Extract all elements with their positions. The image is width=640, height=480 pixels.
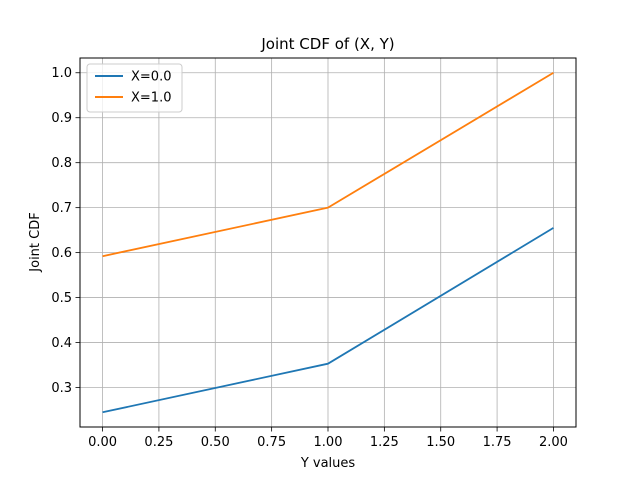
y-tick-label: 0.9 — [51, 111, 72, 126]
x-tick-label: 0.25 — [144, 435, 173, 450]
legend-label-x0: X=0.0 — [131, 70, 171, 85]
y-ticks: 0.3 0.4 0.5 0.6 0.7 0.8 0.9 1.0 — [51, 66, 80, 396]
x-tick-label: 1.50 — [426, 435, 455, 450]
y-tick-label: 0.3 — [51, 381, 72, 396]
x-tick-label: 1.25 — [370, 435, 399, 450]
legend: X=0.0 X=1.0 — [86, 63, 183, 113]
x-ticks: 0.00 0.25 0.50 0.75 1.00 1.25 1.50 1.75 2.00 — [88, 427, 568, 450]
y-tick-label: 0.4 — [51, 336, 72, 351]
y-tick-label: 0.6 — [51, 246, 72, 261]
x-tick-label: 1.00 — [314, 435, 343, 450]
series-line-1 — [102, 71, 554, 258]
series-layer — [102, 71, 554, 414]
y-tick-label: 0.7 — [51, 201, 72, 216]
y-tick-label: 1.0 — [51, 66, 72, 81]
series-line-0 — [102, 227, 554, 414]
y-tick-label: 0.8 — [51, 156, 72, 171]
x-tick-label: 1.75 — [483, 435, 512, 450]
x-tick-label: 0.00 — [88, 435, 117, 450]
x-tick-label: 0.75 — [257, 435, 286, 450]
y-axis-label: Joint CDF — [28, 212, 43, 272]
x-axis-label: Y values — [300, 456, 356, 471]
legend-label-x1: X=1.0 — [131, 91, 171, 106]
chart-title: Joint CDF of (X, Y) — [260, 35, 394, 53]
x-tick-label: 0.50 — [201, 435, 230, 450]
x-tick-label: 2.00 — [539, 435, 568, 450]
y-tick-label: 0.5 — [51, 291, 72, 306]
